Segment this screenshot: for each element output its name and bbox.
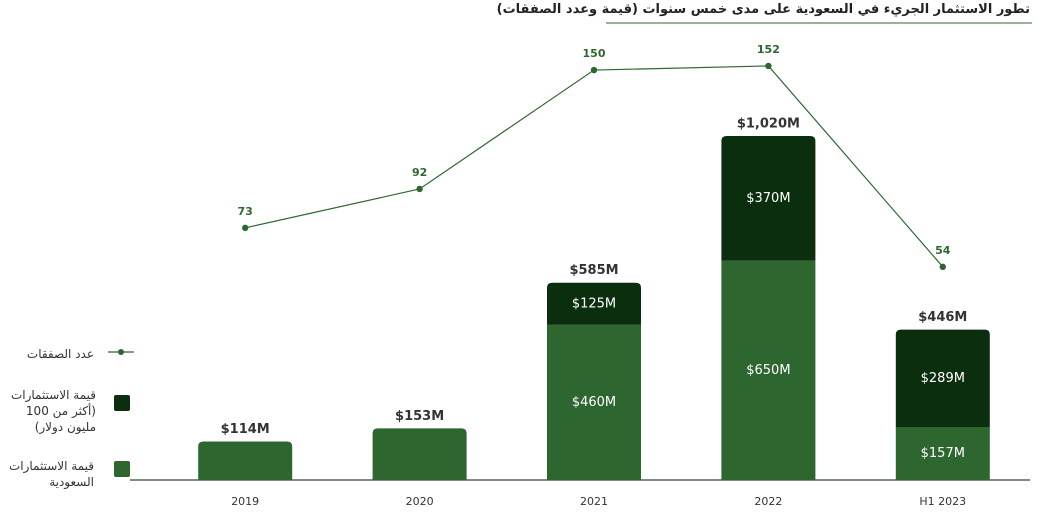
bar-segment xyxy=(721,135,816,261)
total-label: $1,020M xyxy=(737,116,800,131)
bar-segment xyxy=(547,282,641,325)
bar-segment xyxy=(895,427,990,480)
segment-label: $157M xyxy=(921,446,965,461)
chart-title: تطور الاستثمار الجريء في السعودية على مد… xyxy=(496,2,1030,17)
legend-label: قيمة الاستثمارات السعودية xyxy=(8,459,94,489)
x-tick-label: 2020 xyxy=(406,495,434,508)
legend-symbol xyxy=(114,395,130,411)
line-point xyxy=(416,185,423,193)
segment-label: $289M xyxy=(921,371,965,386)
line-point xyxy=(242,224,249,232)
line-point xyxy=(590,66,598,74)
x-tick-label: 2019 xyxy=(231,495,259,508)
line-point xyxy=(939,263,946,271)
segment-label: $370M xyxy=(746,191,790,206)
line xyxy=(245,65,944,268)
x-tick-label: 2021 xyxy=(580,495,608,508)
line-label: 150 xyxy=(583,47,606,60)
line-label: 92 xyxy=(412,166,427,179)
segment-label: $650M xyxy=(746,363,790,378)
line-label: 152 xyxy=(757,43,780,56)
line-point xyxy=(765,62,772,70)
total-label: $585M xyxy=(569,263,618,278)
x-tick-label: H1 2023 xyxy=(919,495,966,508)
segment-label: $460M xyxy=(572,395,616,410)
line-label: 54 xyxy=(935,244,951,257)
bar-segment xyxy=(721,260,816,480)
bar-segment xyxy=(372,428,467,480)
total-label: $114M xyxy=(221,422,270,437)
total-label: $153M xyxy=(395,409,444,424)
total-label: $446M xyxy=(918,310,967,325)
x-tick-label: 2022 xyxy=(754,495,782,508)
legend-symbol xyxy=(114,461,130,477)
legend-label: عدد الصفقات xyxy=(26,347,94,361)
bar-segment xyxy=(547,324,641,480)
line-label: 73 xyxy=(238,205,253,218)
legend-symbol xyxy=(118,349,124,355)
segment-label: $125M xyxy=(572,296,616,311)
bar-segment xyxy=(198,441,293,480)
legend-label: قيمة الاستثمارات (أكثر من 100 مليون دولا… xyxy=(10,388,96,434)
bar-segment xyxy=(895,329,990,428)
